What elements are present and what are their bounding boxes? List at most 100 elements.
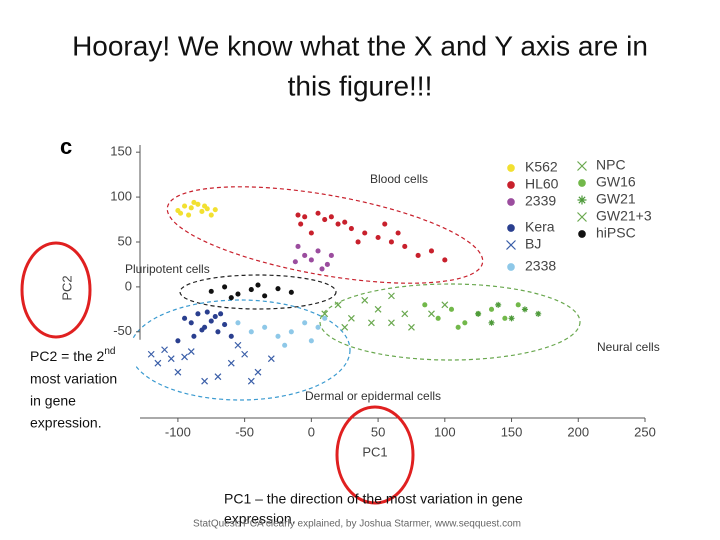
data-point: [422, 302, 428, 308]
data-point: [302, 214, 308, 220]
legend-label: 2339: [525, 193, 556, 209]
data-point: [521, 306, 528, 313]
data-point: [328, 252, 334, 259]
legend-marker: [507, 164, 515, 172]
data-point: [455, 324, 461, 330]
bottom-note: PC1 – the direction of the most variatio…: [224, 491, 523, 507]
data-point: [212, 313, 218, 320]
data-point: [315, 324, 321, 330]
data-point: [335, 221, 341, 227]
data-point: [147, 350, 155, 358]
data-point: [475, 310, 482, 317]
data-point: [255, 282, 261, 288]
data-point: [462, 320, 468, 326]
x-tick-label: -50: [235, 424, 254, 439]
data-point: [204, 309, 210, 315]
data-point: [415, 252, 421, 259]
footer: StatQuest: PCA clearly explained, by Jos…: [193, 519, 521, 530]
data-point: [235, 291, 241, 297]
data-point: [361, 296, 369, 304]
data-point: [319, 266, 325, 272]
data-point: [442, 257, 448, 263]
data-point: [191, 199, 197, 206]
legend-label: GW21+3: [596, 208, 652, 224]
data-point: [308, 338, 314, 344]
y-tick-label: 150: [110, 144, 132, 159]
data-point: [388, 292, 395, 300]
data-point: [181, 353, 188, 361]
legend-label: NPC: [596, 157, 626, 173]
data-point: [388, 239, 394, 245]
legend-marker: [578, 179, 586, 187]
data-point: [347, 314, 355, 322]
data-point: [288, 289, 294, 295]
annotation: Pluripotent cells: [125, 262, 210, 276]
x-tick-label: 100: [434, 424, 456, 439]
data-point: [175, 338, 181, 344]
data-point: [535, 310, 542, 317]
data-point: [188, 205, 194, 211]
data-point: [341, 323, 349, 331]
data-point: [328, 214, 334, 220]
cluster-ellipse: [166, 186, 484, 284]
cluster-ellipse: [129, 299, 351, 401]
highlight-circle: [20, 241, 92, 339]
data-point: [182, 203, 188, 209]
y-tick-label: -50: [113, 323, 132, 338]
data-point: [388, 319, 395, 327]
data-point: [355, 239, 361, 245]
data-point: [315, 210, 321, 216]
data-point: [222, 322, 228, 328]
legend-marker: [507, 181, 515, 189]
y-tick-label: 0: [125, 278, 132, 293]
data-point: [402, 243, 408, 250]
data-point: [448, 306, 455, 312]
data-point: [154, 359, 162, 367]
data-point: [428, 310, 435, 318]
data-point: [508, 315, 515, 322]
data-point: [367, 319, 375, 327]
x-tick-label: -100: [165, 424, 191, 439]
data-point: [208, 288, 214, 294]
data-point: [292, 259, 298, 265]
data-point: [208, 212, 214, 218]
data-point: [302, 252, 308, 259]
data-point: [167, 355, 175, 363]
data-point: [515, 302, 521, 308]
data-point: [228, 333, 234, 339]
data-point: [275, 333, 281, 339]
data-point: [322, 216, 328, 223]
data-point: [227, 359, 235, 367]
data-point: [215, 329, 221, 335]
legend-marker: [507, 198, 515, 206]
legend-marker: [577, 195, 587, 205]
data-point: [488, 306, 495, 312]
data-point: [267, 355, 275, 363]
data-point: [308, 230, 314, 236]
data-point: [275, 286, 281, 292]
x-axis-label: PC1: [362, 444, 387, 459]
legend-label: BJ: [525, 236, 541, 252]
data-point: [262, 293, 268, 299]
data-point: [188, 320, 194, 326]
data-point: [247, 377, 255, 385]
x-tick-label: 50: [371, 424, 385, 439]
legend-label: K562: [525, 159, 558, 175]
data-point: [401, 310, 409, 318]
data-point: [212, 207, 218, 213]
data-point: [222, 284, 228, 290]
data-point: [201, 377, 209, 385]
data-point: [208, 318, 214, 324]
data-point: [248, 287, 254, 293]
data-point: [375, 234, 381, 241]
x-tick-label: 150: [501, 424, 523, 439]
y-tick-label: 50: [118, 233, 132, 248]
legend-label: GW21: [596, 191, 636, 207]
data-point: [322, 315, 328, 321]
data-point: [191, 333, 197, 339]
data-point: [324, 261, 330, 267]
data-point: [248, 329, 254, 335]
data-point: [362, 230, 368, 236]
